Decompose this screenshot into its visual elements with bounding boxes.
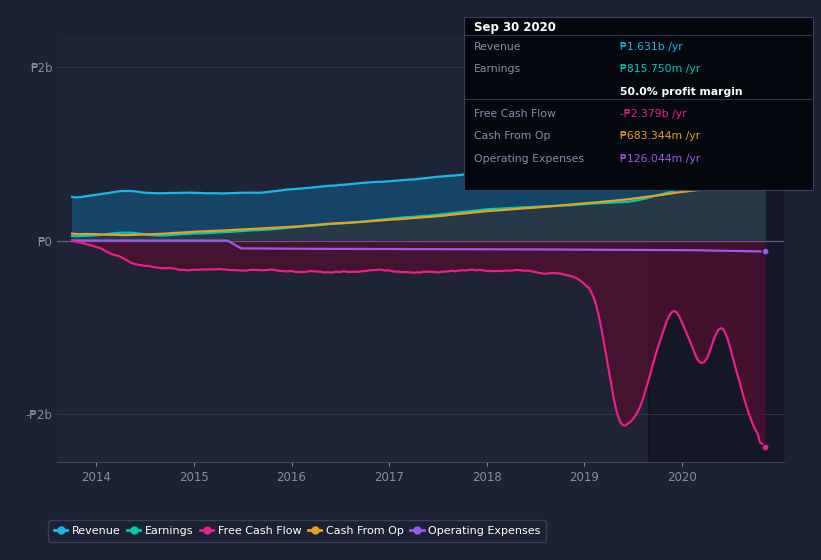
Bar <box>648 36 789 462</box>
Text: ₱126.044m /yr: ₱126.044m /yr <box>620 154 700 164</box>
Text: 50.0% profit margin: 50.0% profit margin <box>620 87 742 97</box>
Text: Cash From Op: Cash From Op <box>474 132 550 142</box>
Text: Free Cash Flow: Free Cash Flow <box>474 109 556 119</box>
Text: ₱1.631b /yr: ₱1.631b /yr <box>620 42 682 52</box>
Legend: Revenue, Earnings, Free Cash Flow, Cash From Op, Operating Expenses: Revenue, Earnings, Free Cash Flow, Cash … <box>48 520 546 542</box>
Text: Earnings: Earnings <box>474 64 521 74</box>
Text: Operating Expenses: Operating Expenses <box>474 154 584 164</box>
Text: Revenue: Revenue <box>474 42 521 52</box>
Text: ₱815.750m /yr: ₱815.750m /yr <box>620 64 700 74</box>
Text: Sep 30 2020: Sep 30 2020 <box>474 21 556 34</box>
Text: ₱683.344m /yr: ₱683.344m /yr <box>620 132 700 142</box>
Text: -₱2.379b /yr: -₱2.379b /yr <box>620 109 686 119</box>
